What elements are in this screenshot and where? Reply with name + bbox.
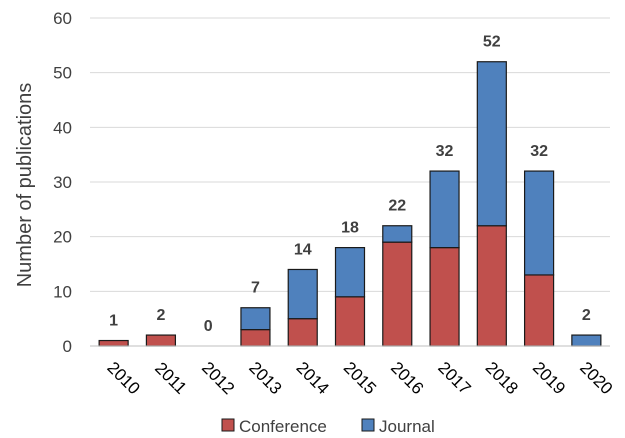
total-data-label: 2: [582, 307, 591, 324]
x-tick-label: 2017: [434, 358, 474, 398]
x-tick-label: 2015: [340, 358, 380, 398]
legend: Conference Journal: [221, 417, 435, 436]
legend-label-journal: Journal: [379, 417, 435, 436]
total-data-label: 18: [341, 220, 359, 237]
bar-segment-conference: [240, 329, 271, 347]
legend-swatch-conference: [221, 418, 235, 432]
x-tick-label: 2020: [576, 358, 616, 398]
x-tick-label: 2016: [387, 358, 427, 398]
bar-segment-journal: [429, 170, 460, 249]
total-data-label: 52: [483, 34, 501, 51]
x-tick-label: 2014: [293, 358, 333, 398]
bar-segment-journal: [523, 170, 555, 276]
y-tick-label: 20: [53, 228, 72, 247]
bar-segment-conference: [476, 225, 507, 347]
bar-segment-conference: [334, 296, 366, 347]
total-data-label: 7: [251, 280, 260, 297]
legend-swatch-journal: [361, 418, 375, 432]
y-axis-title: Number of publications: [14, 83, 36, 288]
bar-segment-journal: [240, 307, 271, 331]
bar-segment-journal: [571, 334, 602, 347]
total-data-label: 0: [204, 318, 213, 335]
data-labels: 1 2 0 7 14 18 22 32 52 32 2: [109, 34, 591, 335]
bar-segment-conference: [145, 334, 177, 347]
bar-segment-conference: [287, 318, 318, 347]
y-tick-label: 0: [63, 337, 72, 356]
x-tick-label: 2012: [198, 358, 238, 398]
bar-segment-journal: [476, 61, 507, 227]
y-tick-label: 10: [53, 282, 72, 301]
bar-segment-journal: [287, 268, 318, 320]
bar-segment-journal: [382, 225, 413, 243]
x-tick-label: 2019: [529, 358, 569, 398]
x-tick-label: 2013: [245, 358, 285, 398]
total-data-label: 2: [156, 307, 165, 324]
bar-segment-conference: [429, 247, 460, 347]
x-tick-label: 2018: [482, 358, 522, 398]
bar-segment-journal: [334, 247, 366, 298]
bar-segment-conference: [98, 339, 129, 347]
total-data-label: 32: [530, 143, 548, 160]
x-tick-label: 2010: [103, 358, 143, 398]
legend-label-conference: Conference: [239, 417, 327, 436]
bar-segment-conference: [523, 274, 555, 347]
gridlines: [90, 17, 610, 292]
total-data-label: 14: [294, 241, 312, 258]
total-data-label: 22: [388, 198, 406, 215]
x-tick-label: 2011: [151, 358, 190, 397]
total-data-label: 1: [109, 313, 118, 330]
y-tick-label: 50: [53, 64, 72, 83]
y-tick-label: 30: [53, 173, 72, 192]
y-tick-label: 40: [53, 118, 72, 137]
total-data-label: 32: [436, 143, 454, 160]
y-tick-label: 60: [53, 9, 72, 28]
bar-segment-conference: [382, 241, 413, 347]
bars: [98, 61, 602, 347]
